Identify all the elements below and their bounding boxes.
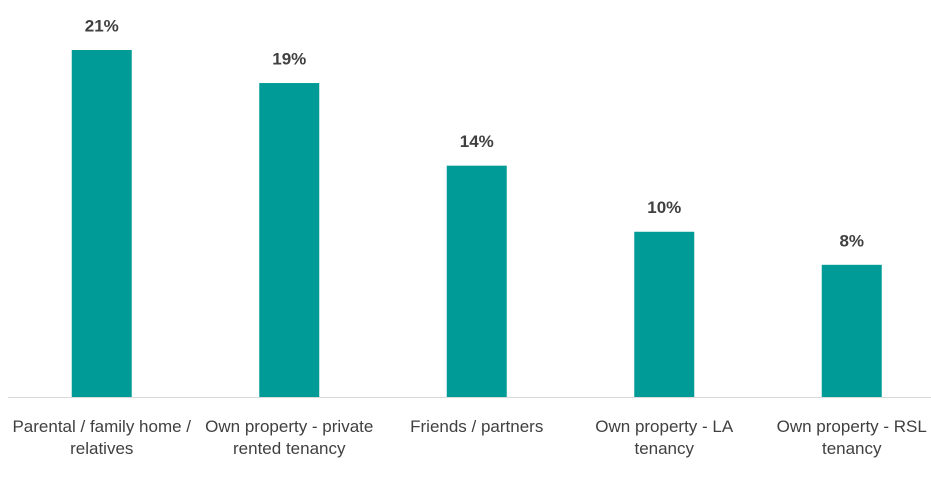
data-label: 8%: [839, 231, 864, 250]
data-label: 10%: [647, 198, 681, 217]
bar: [634, 231, 695, 397]
x-tick-label: Friends / partners: [410, 417, 544, 436]
x-tick-label: Own property - LA tenancy: [595, 417, 734, 458]
x-tick-label: Own property - RSL tenancy: [776, 417, 927, 458]
bar: [446, 165, 507, 397]
data-label: 19%: [272, 50, 306, 69]
data-label: 14%: [460, 132, 494, 151]
bar: [259, 83, 320, 398]
bar: [71, 50, 132, 397]
data-label: 21%: [85, 16, 119, 35]
bar: [821, 264, 882, 397]
x-tick-label: Own property - private rented tenancy: [205, 417, 374, 458]
x-tick-label: Parental / family home / relatives: [12, 417, 192, 458]
